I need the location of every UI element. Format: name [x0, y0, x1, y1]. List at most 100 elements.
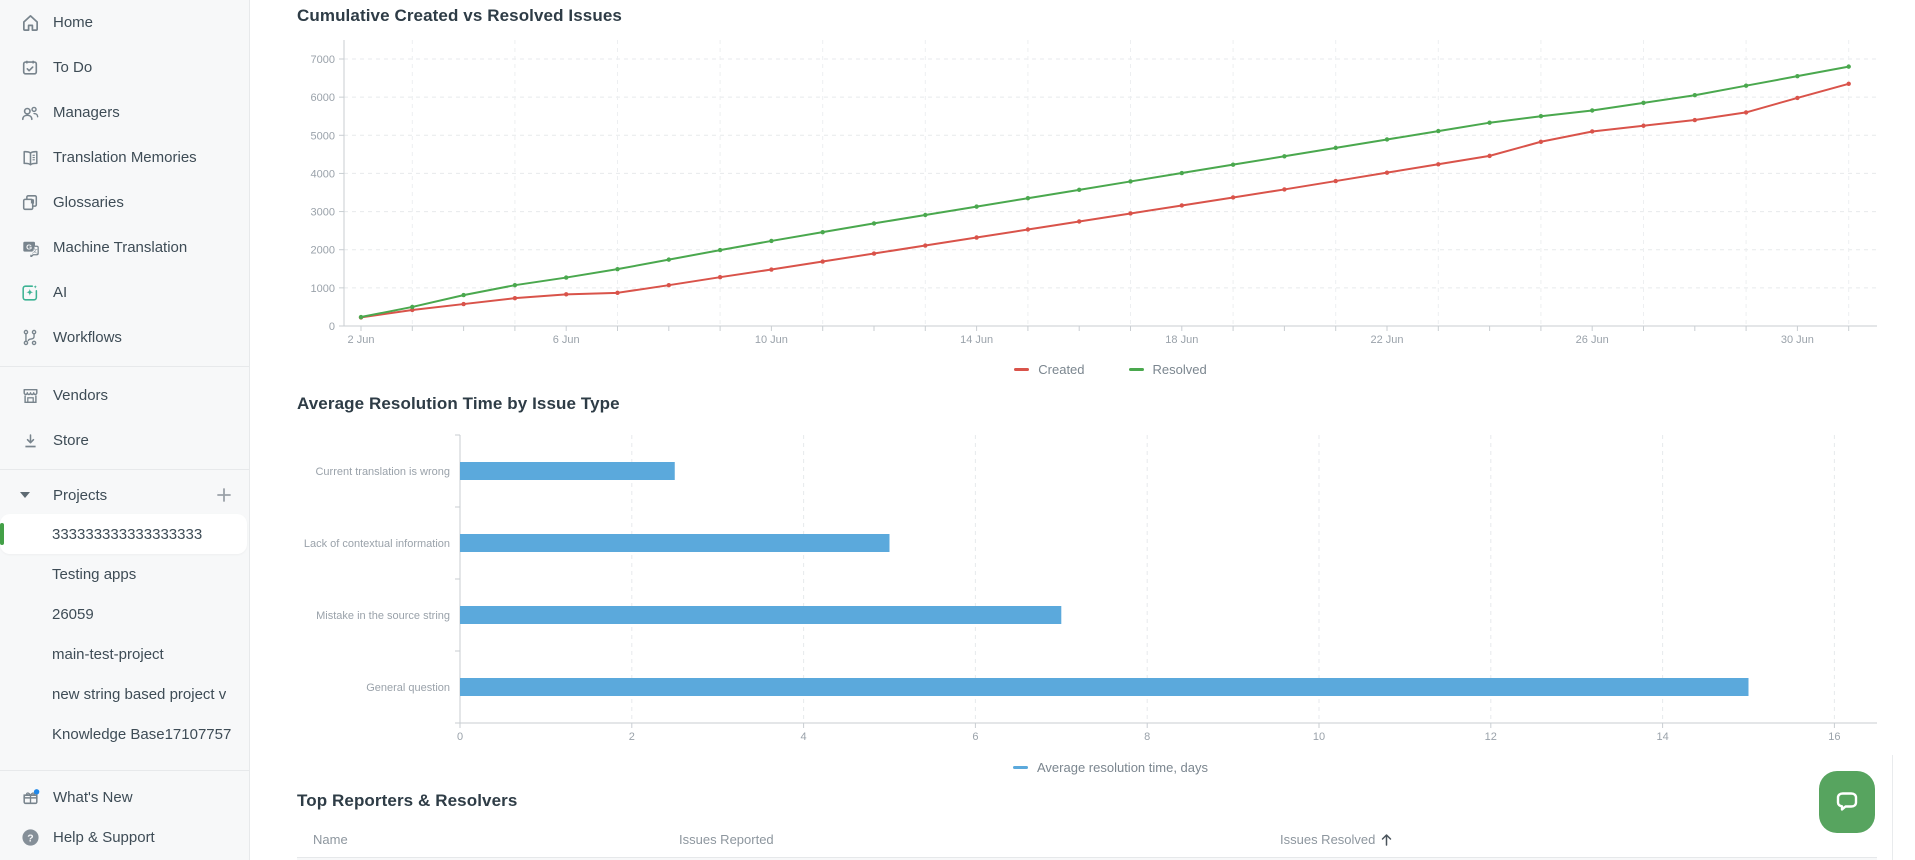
sidebar-item-ai[interactable]: AI	[0, 270, 249, 315]
svg-text:10 Jun: 10 Jun	[755, 334, 788, 346]
sidebar-item-todo[interactable]: To Do	[0, 45, 249, 90]
created-legend-swatch	[1014, 368, 1030, 371]
chevron-down-icon[interactable]	[20, 492, 40, 498]
sidebar-item-label: Translation Memories	[53, 149, 197, 166]
project-item-label: 333333333333333333	[52, 525, 203, 543]
svg-text:文: 文	[31, 247, 37, 255]
sidebar-item-label: AI	[53, 284, 68, 301]
avg-resolution-legend-swatch	[1012, 766, 1028, 769]
legend-item-avg-resolution[interactable]: Average resolution time, days	[1012, 760, 1209, 775]
svg-text:10: 10	[1313, 731, 1325, 743]
translation-memories-book-icon	[20, 148, 40, 168]
legend-item-resolved[interactable]: Resolved	[1128, 362, 1207, 377]
column-header-issues-reported[interactable]: Issues Reported	[679, 832, 774, 847]
svg-text:4000: 4000	[311, 168, 335, 180]
svg-text:2 Jun: 2 Jun	[348, 334, 375, 346]
legend-item-created[interactable]: Created	[1014, 362, 1085, 377]
sidebar-divider	[0, 469, 249, 470]
project-item[interactable]: 26059	[0, 594, 249, 634]
svg-text:G: G	[26, 242, 32, 251]
project-item-label: new string based project v	[52, 685, 227, 703]
chat-widget-frame-edge	[1892, 755, 1893, 860]
project-item[interactable]: Testing apps	[0, 554, 249, 594]
svg-text:Lack of contextual information: Lack of contextual information	[304, 538, 450, 550]
sidebar-item-label: Machine Translation	[53, 239, 188, 256]
workflows-icon	[20, 328, 40, 348]
sidebar-item-home[interactable]: Home	[0, 0, 249, 45]
svg-text:18 Jun: 18 Jun	[1165, 334, 1198, 346]
resolution-time-bar-chart: 0 2 4 6 8 10 12 14 16 Current translation is wron…	[304, 434, 1877, 743]
project-item-label: main-test-project	[52, 645, 164, 663]
svg-text:0: 0	[329, 321, 335, 333]
legend-label: Created	[1038, 362, 1085, 377]
vendors-storefront-icon	[20, 386, 40, 406]
project-item[interactable]: Knowledge Base17107757	[0, 714, 249, 754]
svg-text:0: 0	[457, 731, 463, 743]
project-item-label: Testing apps	[52, 565, 137, 583]
column-header-name[interactable]: Name	[313, 832, 348, 847]
sidebar-item-label: What's New	[53, 788, 133, 806]
sidebar: Home To Do Managers Translation Memories	[0, 0, 250, 860]
svg-text:5000: 5000	[311, 130, 335, 142]
chart2-legend: Average resolution time, days	[344, 760, 1877, 775]
table-header-divider	[297, 857, 1877, 858]
svg-text:7000: 7000	[311, 54, 335, 66]
sidebar-item-workflows[interactable]: Workflows	[0, 315, 249, 360]
sidebar-item-label: Vendors	[53, 387, 109, 404]
sidebar-item-translation-memories[interactable]: Translation Memories	[0, 135, 249, 180]
svg-text:30 Jun: 30 Jun	[1781, 334, 1814, 346]
sidebar-divider	[0, 366, 249, 367]
todo-calendar-icon	[20, 58, 40, 78]
ai-sparkle-icon	[20, 283, 40, 303]
legend-label: Resolved	[1152, 362, 1207, 377]
sidebar-item-glossaries[interactable]: Glossaries	[0, 180, 249, 225]
svg-text:General question: General question	[366, 682, 450, 694]
home-icon	[20, 13, 40, 33]
svg-text:2000: 2000	[311, 245, 335, 257]
sidebar-item-store[interactable]: Store	[0, 418, 249, 463]
sidebar-item-help-support[interactable]: ? Help & Support	[0, 817, 249, 857]
cumulative-issues-line-chart: 0 1000 2000 3000 4000 5000 6000 7000 2 Jun 6 Jun 1…	[311, 40, 1877, 346]
resolved-legend-swatch	[1128, 368, 1144, 371]
chat-launcher-button[interactable]	[1819, 771, 1875, 833]
svg-text:8: 8	[1144, 731, 1150, 743]
sidebar-item-label: Help & Support	[53, 828, 155, 846]
project-item-label: Knowledge Base17107757	[52, 725, 232, 743]
svg-text:16: 16	[1828, 731, 1840, 743]
sidebar-item-label: Home	[53, 14, 94, 31]
chart1-legend: Created Resolved	[344, 362, 1877, 377]
legend-label: Average resolution time, days	[1036, 760, 1209, 775]
add-project-button[interactable]	[213, 484, 235, 506]
chat-bubble-icon	[1836, 792, 1858, 811]
column-header-issues-resolved[interactable]: Issues Resolved	[1280, 832, 1392, 847]
svg-text:14: 14	[1656, 731, 1668, 743]
sidebar-divider	[0, 770, 249, 771]
svg-text:Mistake in the source string: Mistake in the source string	[316, 610, 450, 622]
project-item[interactable]: new string based project v	[0, 674, 249, 714]
svg-text:2: 2	[629, 731, 635, 743]
svg-text:14 Jun: 14 Jun	[960, 334, 993, 346]
sidebar-item-label: Workflows	[53, 329, 122, 346]
store-download-icon	[20, 431, 40, 451]
svg-text:6: 6	[972, 731, 978, 743]
chart1-title: Cumulative Created vs Resolved Issues	[297, 6, 622, 25]
sidebar-item-whats-new[interactable]: What's New	[0, 777, 249, 817]
sidebar-item-label: Managers	[53, 104, 120, 121]
sidebar-item-label: To Do	[53, 59, 93, 76]
reporters-table-header: Name Issues Reported Issues Resolved	[297, 824, 1877, 857]
svg-text:3000: 3000	[311, 207, 335, 219]
table-title: Top Reporters & Resolvers	[297, 791, 518, 810]
project-item-selected[interactable]: 333333333333333333	[0, 514, 247, 554]
help-circle-icon: ?	[20, 827, 40, 847]
sidebar-item-managers[interactable]: Managers	[0, 90, 249, 135]
sidebar-item-vendors[interactable]: Vendors	[0, 373, 249, 418]
table-row[interactable]	[297, 858, 1877, 860]
chart2-title: Average Resolution Time by Issue Type	[297, 394, 620, 413]
svg-text:26 Jun: 26 Jun	[1576, 334, 1609, 346]
projects-section-header[interactable]: Projects	[0, 476, 249, 514]
svg-text:6 Jun: 6 Jun	[553, 334, 580, 346]
svg-text:Current translation is wrong: Current translation is wrong	[315, 466, 450, 478]
project-item[interactable]: main-test-project	[0, 634, 249, 674]
